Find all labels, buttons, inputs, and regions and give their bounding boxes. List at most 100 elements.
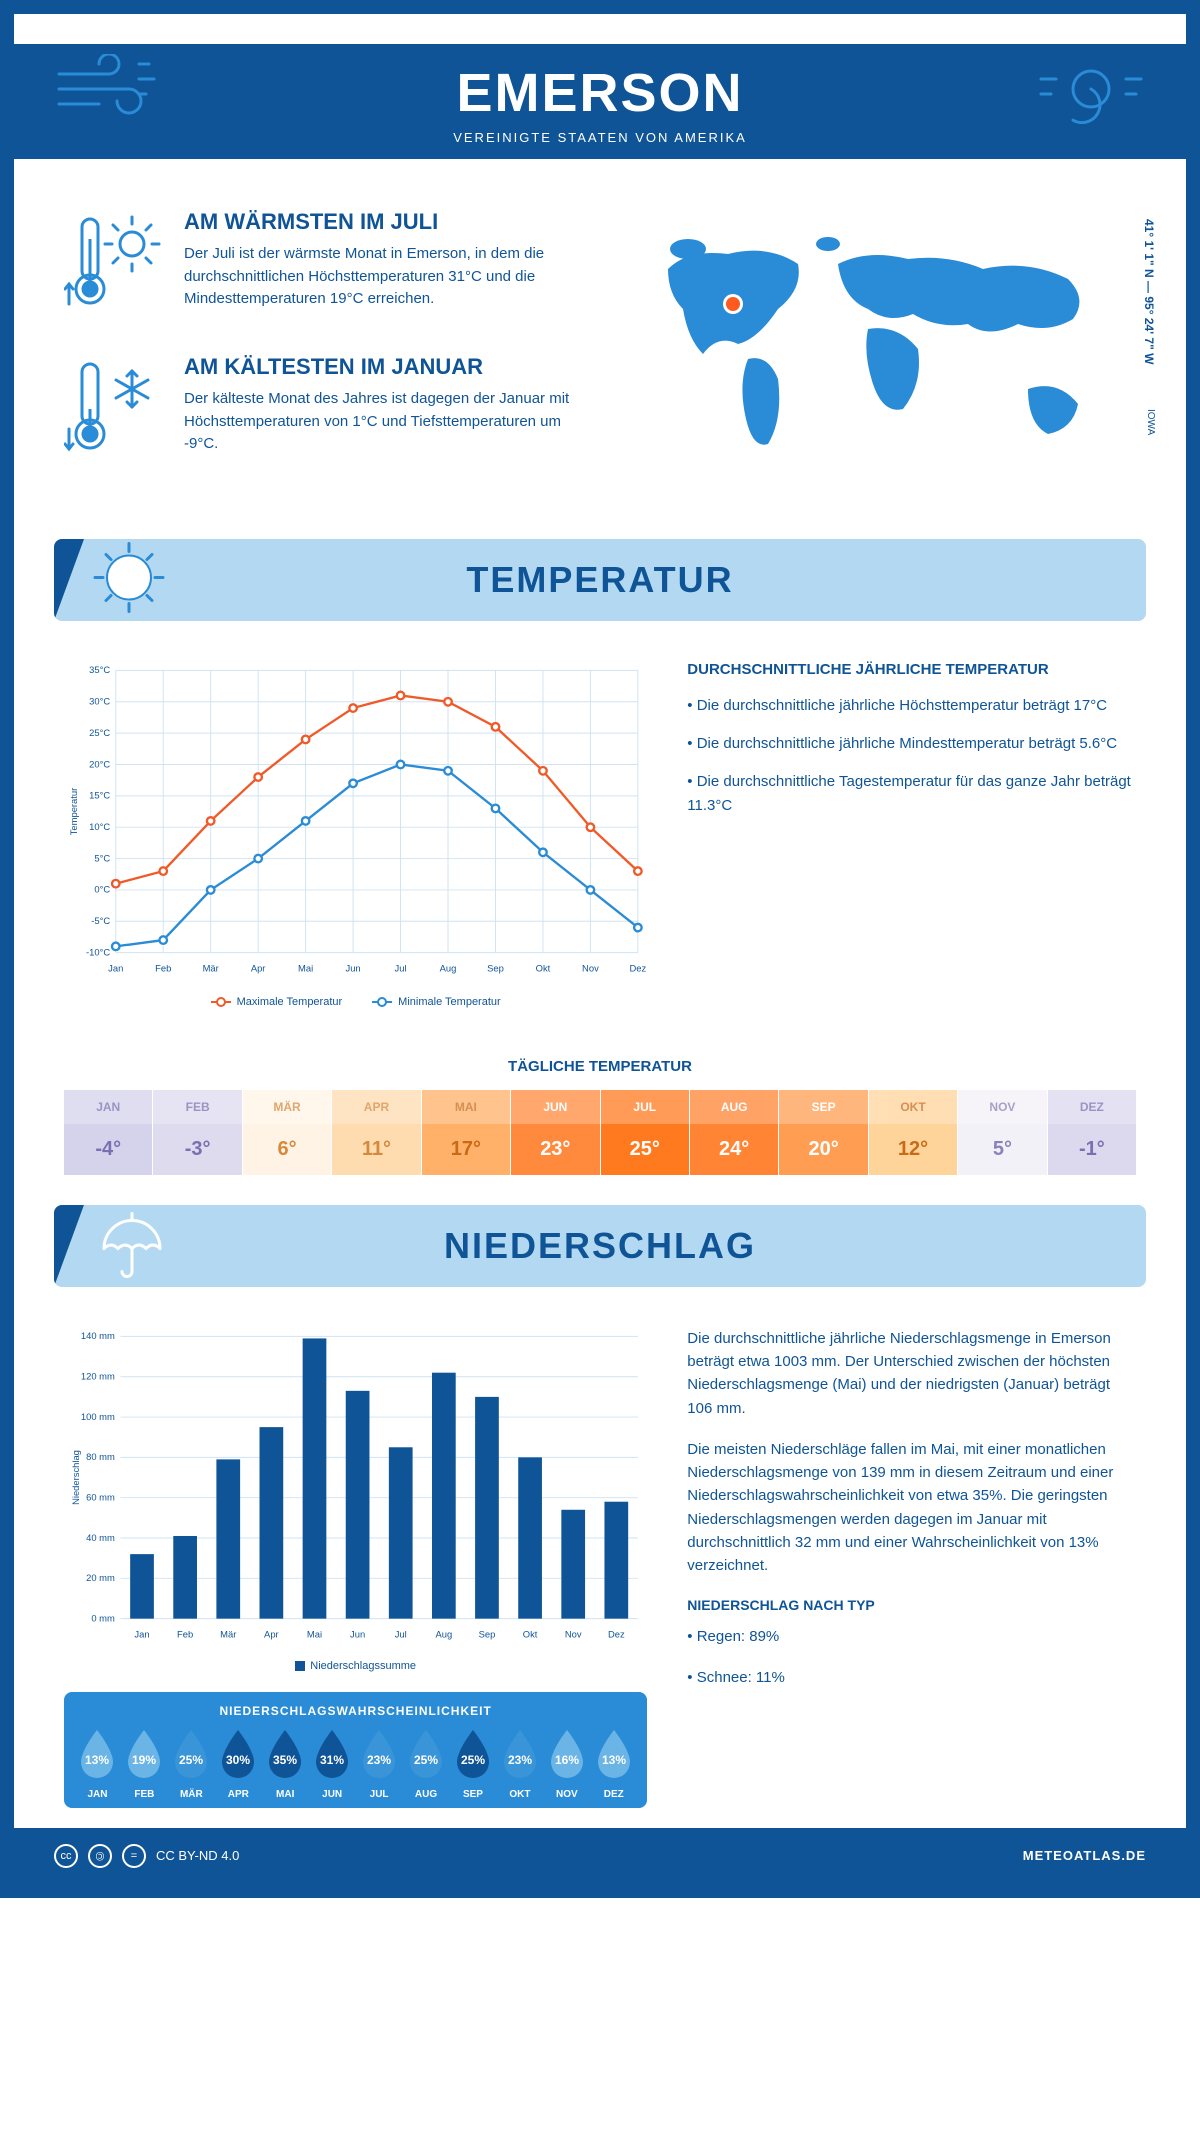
- info-bullet: • Die durchschnittliche jährliche Höchst…: [687, 694, 1136, 718]
- prob-cell: 35% MAI: [262, 1728, 309, 1800]
- svg-text:31%: 31%: [320, 1753, 344, 1767]
- prob-cell: 25% AUG: [403, 1728, 450, 1800]
- daily-cell: DEZ -1°: [1048, 1090, 1136, 1175]
- temperature-info: DURCHSCHNITTLICHE JÄHRLICHE TEMPERATUR •…: [687, 661, 1136, 1008]
- daily-cell: JUN 23°: [511, 1090, 600, 1175]
- svg-text:19%: 19%: [132, 1753, 156, 1767]
- prob-cell: 25% MÄR: [168, 1728, 215, 1800]
- svg-text:120 mm: 120 mm: [81, 1370, 115, 1381]
- page-title: EMERSON: [14, 62, 1186, 124]
- daily-cell: MÄR 6°: [243, 1090, 332, 1175]
- temperature-line-chart: -10°C-5°C0°C5°C10°C15°C20°C25°C30°C35°CJ…: [64, 661, 647, 1008]
- precip-text: Die meisten Niederschläge fallen im Mai,…: [687, 1438, 1136, 1578]
- svg-text:Aug: Aug: [435, 1628, 452, 1639]
- daily-cell: AUG 24°: [690, 1090, 779, 1175]
- chart-legend: Maximale Temperatur Minimale Temperatur: [64, 996, 647, 1008]
- svg-text:100 mm: 100 mm: [81, 1411, 115, 1422]
- svg-text:Apr: Apr: [251, 962, 266, 973]
- prob-cell: 16% NOV: [543, 1728, 590, 1800]
- daily-temp-grid: JAN -4° FEB -3° MÄR 6° APR 11° MAI 17° J…: [64, 1090, 1136, 1175]
- daily-temp-title: TÄGLICHE TEMPERATUR: [14, 1058, 1186, 1075]
- svg-text:140 mm: 140 mm: [81, 1330, 115, 1341]
- prob-cell: 13% DEZ: [590, 1728, 637, 1800]
- prob-cell: 31% JUN: [309, 1728, 356, 1800]
- info-title: DURCHSCHNITTLICHE JÄHRLICHE TEMPERATUR: [687, 661, 1136, 678]
- daily-cell: NOV 5°: [958, 1090, 1047, 1175]
- svg-text:60 mm: 60 mm: [86, 1491, 115, 1502]
- thermometer-sun-icon: [64, 209, 164, 324]
- svg-text:Jun: Jun: [346, 962, 361, 973]
- svg-text:30%: 30%: [226, 1753, 250, 1767]
- world-map: 41° 1' 1" N — 95° 24' 7" W IOWA: [620, 209, 1136, 499]
- fact-title: AM WÄRMSTEN IM JULI: [184, 209, 580, 235]
- svg-text:25%: 25%: [179, 1753, 203, 1767]
- svg-text:25%: 25%: [461, 1753, 485, 1767]
- svg-text:20°C: 20°C: [89, 758, 110, 769]
- svg-text:Dez: Dez: [608, 1628, 625, 1639]
- svg-text:Feb: Feb: [155, 962, 171, 973]
- daily-cell: SEP 20°: [779, 1090, 868, 1175]
- by-icon: 🄯: [88, 1844, 112, 1868]
- svg-text:15°C: 15°C: [89, 790, 110, 801]
- precip-type-item: • Schnee: 11%: [687, 1666, 1136, 1689]
- svg-text:80 mm: 80 mm: [86, 1451, 115, 1462]
- svg-text:25%: 25%: [414, 1753, 438, 1767]
- svg-text:Feb: Feb: [177, 1628, 193, 1639]
- intro-section: AM WÄRMSTEN IM JULI Der Juli ist der wär…: [14, 179, 1186, 519]
- fact-text: Der Juli ist der wärmste Monat in Emerso…: [184, 243, 580, 311]
- section-title: TEMPERATUR: [74, 559, 1126, 601]
- svg-text:Jul: Jul: [395, 962, 407, 973]
- svg-text:13%: 13%: [85, 1753, 109, 1767]
- info-bullet: • Die durchschnittliche Tagestemperatur …: [687, 770, 1136, 818]
- svg-text:Sep: Sep: [479, 1628, 496, 1639]
- umbrella-icon: [89, 1203, 169, 1288]
- daily-cell: APR 11°: [332, 1090, 421, 1175]
- license-text: CC BY-ND 4.0: [156, 1848, 239, 1863]
- daily-cell: JUL 25°: [601, 1090, 690, 1175]
- prob-cell: 23% OKT: [496, 1728, 543, 1800]
- svg-text:Temperatur: Temperatur: [68, 788, 79, 836]
- svg-text:Dez: Dez: [630, 962, 647, 973]
- svg-text:Mai: Mai: [307, 1628, 322, 1639]
- header: EMERSON VEREINIGTE STAATEN VON AMERIKA: [14, 14, 1186, 179]
- svg-text:10°C: 10°C: [89, 821, 110, 832]
- svg-text:Jan: Jan: [134, 1628, 149, 1639]
- svg-text:Nov: Nov: [582, 962, 599, 973]
- prob-cell: 30% APR: [215, 1728, 262, 1800]
- fact-warmest: AM WÄRMSTEN IM JULI Der Juli ist der wär…: [64, 209, 580, 324]
- prob-cell: 19% FEB: [121, 1728, 168, 1800]
- precip-type-item: • Regen: 89%: [687, 1625, 1136, 1648]
- svg-text:Jul: Jul: [395, 1628, 407, 1639]
- svg-text:Jun: Jun: [350, 1628, 365, 1639]
- legend-max: Maximale Temperatur: [237, 996, 343, 1008]
- fact-title: AM KÄLTESTEN IM JANUAR: [184, 354, 580, 380]
- svg-text:Mai: Mai: [298, 962, 313, 973]
- precip-type-title: NIEDERSCHLAG NACH TYP: [687, 1595, 1136, 1617]
- svg-text:Okt: Okt: [523, 1628, 538, 1639]
- region-label: IOWA: [1145, 409, 1156, 435]
- page-subtitle: VEREINIGTE STAATEN VON AMERIKA: [14, 130, 1186, 145]
- wind-icon: [54, 54, 164, 129]
- thermometer-snow-icon: [64, 354, 164, 469]
- prob-cell: 13% JAN: [74, 1728, 121, 1800]
- precip-info: Die durchschnittliche jährliche Niedersc…: [687, 1327, 1136, 1808]
- svg-text:Jan: Jan: [108, 962, 123, 973]
- svg-text:40 mm: 40 mm: [86, 1532, 115, 1543]
- section-head-precip: NIEDERSCHLAG: [54, 1205, 1146, 1287]
- svg-text:23%: 23%: [508, 1753, 532, 1767]
- prob-title: NIEDERSCHLAGSWAHRSCHEINLICHKEIT: [74, 1704, 637, 1718]
- svg-text:25°C: 25°C: [89, 727, 110, 738]
- info-bullet: • Die durchschnittliche jährliche Mindes…: [687, 732, 1136, 756]
- fact-coldest: AM KÄLTESTEN IM JANUAR Der kälteste Mona…: [64, 354, 580, 469]
- svg-text:30°C: 30°C: [89, 696, 110, 707]
- svg-text:0 mm: 0 mm: [91, 1612, 115, 1623]
- wind-icon: [1036, 54, 1146, 129]
- svg-text:16%: 16%: [555, 1753, 579, 1767]
- daily-cell: MAI 17°: [422, 1090, 511, 1175]
- svg-text:20 mm: 20 mm: [86, 1572, 115, 1583]
- svg-text:Mär: Mär: [220, 1628, 236, 1639]
- svg-text:35%: 35%: [273, 1753, 297, 1767]
- bar-legend: Niederschlagssumme: [64, 1660, 647, 1672]
- svg-text:Apr: Apr: [264, 1628, 279, 1639]
- svg-text:0°C: 0°C: [94, 884, 110, 895]
